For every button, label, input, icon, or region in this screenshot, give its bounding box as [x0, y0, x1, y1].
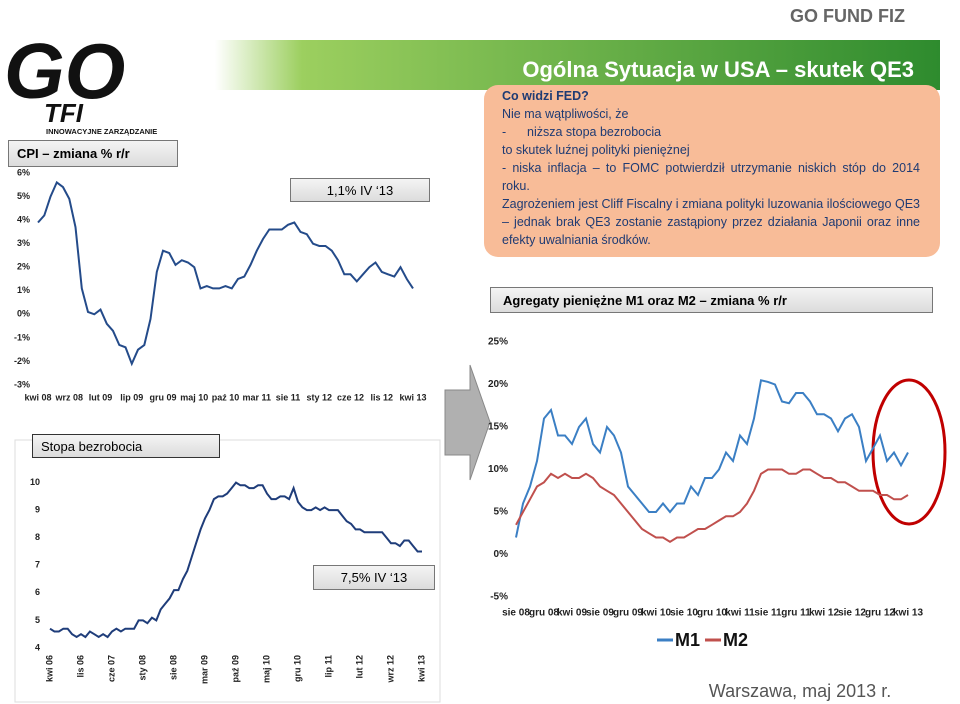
y-tick-label: 1%: [17, 285, 30, 295]
logo-tfi: TFI: [44, 98, 84, 128]
data-line: [515, 468, 909, 543]
x-tick-label: lut 09: [89, 392, 113, 402]
callout-line: to skutek luźnej polityki pieniężnej: [502, 143, 690, 157]
y-tick-label: 4%: [17, 214, 30, 224]
brand: GO FUND FIZ: [790, 6, 905, 26]
x-tick-label: gru 10: [697, 608, 727, 619]
y-tick-label: 25%: [488, 337, 508, 348]
x-tick-label: paź 09: [230, 655, 240, 683]
x-tick-label: wrz 12: [385, 655, 395, 684]
x-tick-label: kwi 12: [809, 608, 839, 619]
x-tick-label: sie 12: [838, 608, 866, 619]
y-tick-label: 6%: [17, 167, 30, 177]
y-tick-label: 15%: [488, 422, 508, 433]
y-tick-label: 0%: [494, 549, 509, 560]
x-tick-label: kwi 08: [24, 392, 51, 402]
x-tick-label: gru 09: [149, 392, 176, 402]
x-tick-label: maj 10: [261, 655, 271, 683]
y-tick-label: 4: [35, 642, 40, 652]
x-tick-label: sie 09: [586, 608, 614, 619]
x-tick-label: paź 10: [212, 392, 240, 402]
chart-title: Agregaty pieniężne M1 oraz M2 – zmiana %…: [490, 287, 933, 313]
x-tick-label: kwi 13: [399, 392, 426, 402]
y-tick-label: -5%: [490, 592, 508, 603]
chart-title: CPI – zmiana % r/r: [8, 140, 178, 167]
data-line: [49, 481, 422, 639]
y-tick-label: 5: [35, 615, 40, 625]
x-tick-label: kwi 11: [725, 608, 755, 619]
y-tick-label: -3%: [14, 379, 30, 389]
callout-line: - niska inflacja – to FOMC potwierdził u…: [502, 161, 924, 193]
callout: Co widzi FED? Nie ma wątpliwości, że - niż…: [484, 85, 940, 257]
callout-line: - niższa stopa bezrobocia: [502, 125, 662, 139]
x-tick-label: gru 11: [781, 608, 811, 619]
chart-title: Stopa bezrobocia: [32, 434, 220, 458]
annotation: 7,5% IV ‘13: [313, 565, 435, 590]
x-tick-label: mar 09: [199, 655, 209, 684]
header-bar: [215, 40, 940, 90]
x-tick-label: kwi 13: [416, 655, 426, 682]
x-tick-label: lis 06: [75, 655, 85, 678]
x-tick-label: maj 10: [180, 392, 208, 402]
y-tick-label: 7: [35, 560, 40, 570]
y-tick-label: 3%: [17, 238, 30, 248]
logo-go: GO: [4, 27, 125, 115]
x-tick-label: sty 12: [306, 392, 332, 402]
x-tick-label: kwi 10: [641, 608, 671, 619]
x-tick-label: gru 12: [865, 608, 895, 619]
callout-heading: Co widzi FED?: [502, 89, 589, 103]
callout-line: Zagrożeniem jest Cliff Fiscalny i zmiana…: [502, 197, 924, 247]
data-line: [37, 180, 414, 367]
x-tick-label: gru 08: [529, 608, 559, 619]
footer: Warszawa, maj 2013 r.: [709, 681, 891, 701]
callout-line: Nie ma wątpliwości, że: [502, 107, 629, 121]
y-tick-label: 9: [35, 505, 40, 515]
x-tick-label: kwi 09: [557, 608, 587, 619]
x-tick-label: sie 08: [168, 655, 178, 680]
chart-frame: [14, 439, 441, 703]
x-tick-label: sie 11: [754, 608, 782, 619]
y-tick-label: 6: [35, 587, 40, 597]
annotation: 1,1% IV ‘13: [290, 178, 430, 202]
x-tick-label: cze 07: [106, 655, 116, 682]
arrow: [444, 364, 491, 481]
x-tick-label: mar 11: [242, 392, 271, 402]
y-tick-label: 5%: [494, 507, 509, 518]
y-tick-label: 2%: [17, 262, 30, 272]
data-line: [515, 379, 909, 538]
x-tick-label: sie 08: [502, 608, 530, 619]
x-tick-label: sie 11: [276, 392, 301, 402]
y-tick-label: 0%: [17, 309, 30, 319]
x-tick-label: sie 10: [670, 608, 698, 619]
y-tick-label: -1%: [14, 332, 30, 342]
y-tick-label: 20%: [488, 379, 508, 390]
x-tick-label: kwi 13: [893, 608, 923, 619]
x-tick-label: gru 10: [292, 655, 302, 682]
legend-label: M1: [675, 630, 700, 650]
logo-tagline: INNOWACYJNE ZARZĄDZANIE: [46, 127, 157, 136]
x-tick-label: lis 12: [370, 392, 393, 402]
y-tick-label: -2%: [14, 356, 30, 366]
legend-label: M2: [723, 630, 748, 650]
x-tick-label: kwi 06: [44, 655, 54, 682]
y-tick-label: 10%: [488, 464, 508, 475]
highlight-circle: [871, 378, 947, 526]
x-tick-label: lip 09: [120, 392, 143, 402]
x-tick-label: lip 11: [323, 655, 333, 678]
y-tick-label: 8: [35, 532, 40, 542]
x-tick-label: cze 12: [337, 392, 364, 402]
y-tick-label: 10: [30, 477, 40, 487]
slide-title: Ogólna Sytuacja w USA – skutek QE3: [522, 57, 914, 82]
y-tick-label: 5%: [17, 191, 30, 201]
x-tick-label: sty 08: [137, 655, 147, 681]
x-tick-label: lut 12: [354, 655, 364, 679]
x-tick-label: gru 09: [613, 608, 643, 619]
x-tick-label: wrz 08: [54, 392, 83, 402]
